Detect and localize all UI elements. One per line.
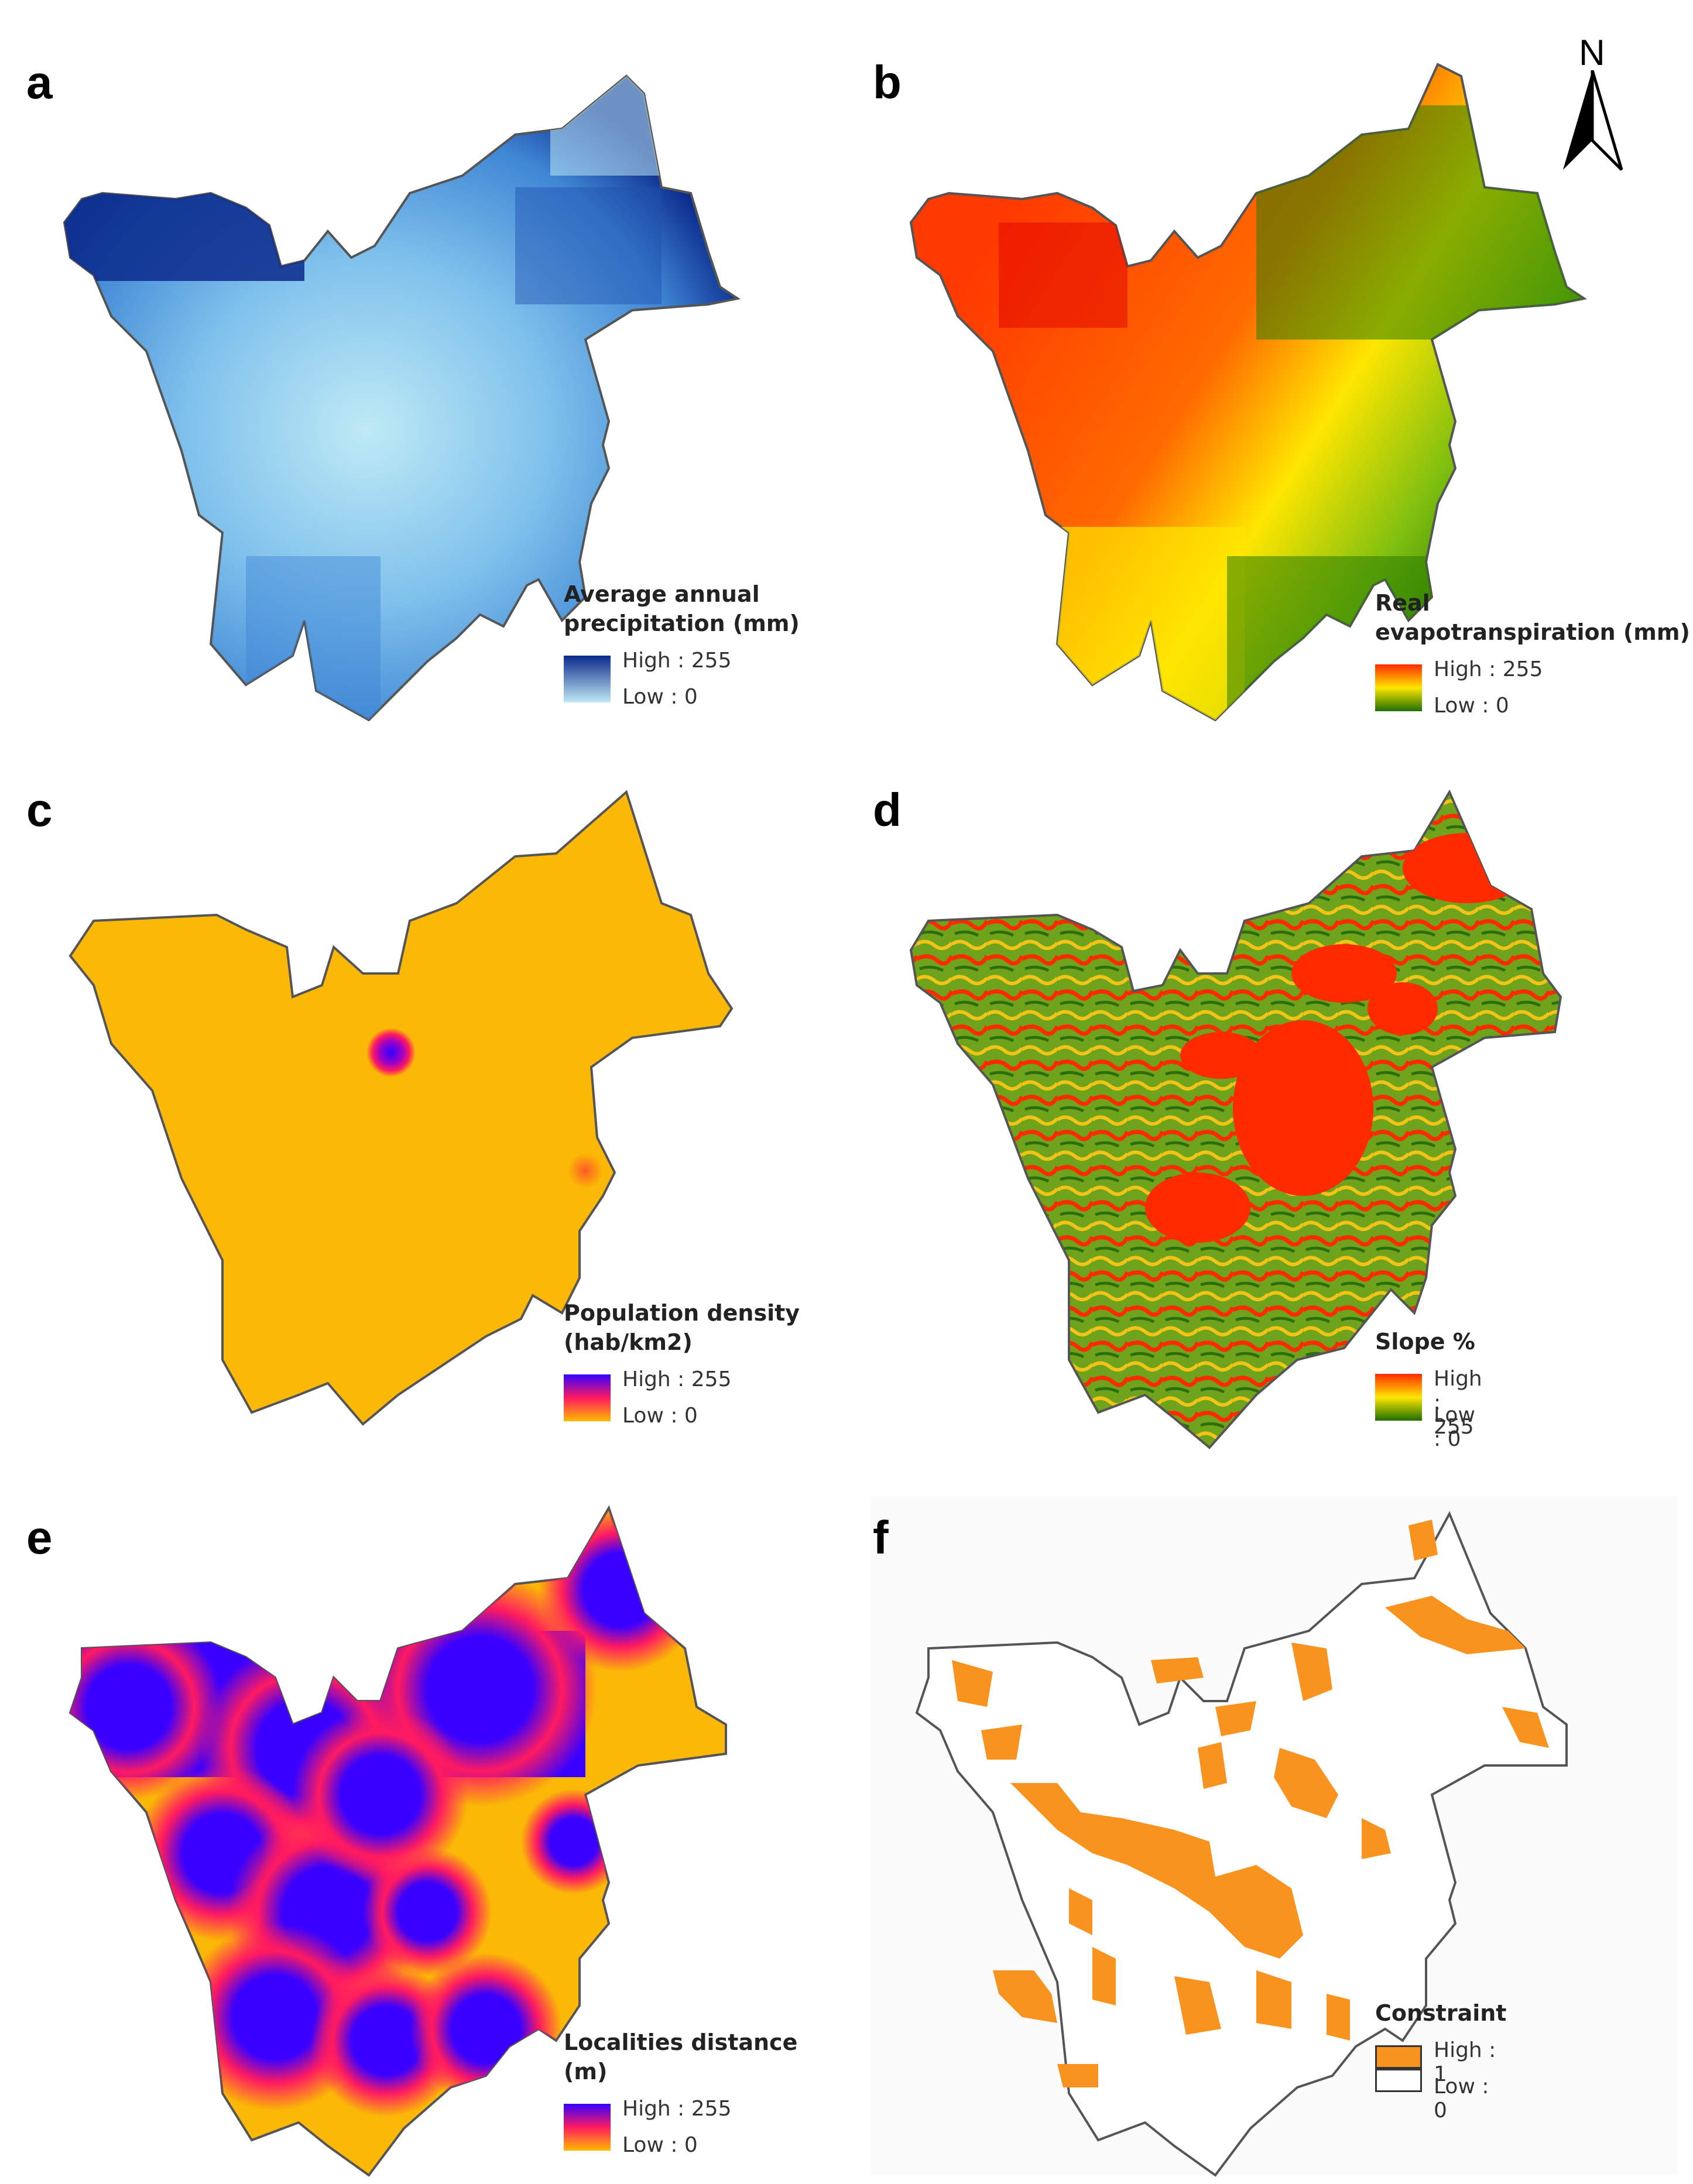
- panel-letter-b: b: [873, 56, 902, 108]
- map-panel-c: c Population density (hab/km2) High : 25…: [0, 728, 846, 1455]
- legend-classes-f: High : 1 Low : 0: [1375, 2038, 1506, 2123]
- legend-title-b-line2: evapotranspiration (mm): [1375, 619, 1690, 645]
- legend-low-c: Low : 0: [622, 1404, 698, 1428]
- panel-letter-f: f: [873, 1511, 889, 1564]
- legend-title-c-line1: Population density: [564, 1300, 800, 1326]
- localities-distance-map: [68, 1505, 727, 2177]
- legend-low-b: Low : 0: [1434, 694, 1509, 718]
- legend-ramp-b: High : 255 Low : 0: [1375, 657, 1690, 722]
- panel-letter-a: a: [26, 56, 53, 108]
- map-panel-e: e Localities distance (m) High : 255 Low…: [0, 1455, 846, 2183]
- color-ramp-e: [564, 2104, 611, 2151]
- legend-title-c-line2: (hab/km2): [564, 1329, 693, 1355]
- panel-letter-d: d: [873, 784, 902, 836]
- panel-letter-c: c: [26, 784, 53, 836]
- legend-high-c: High : 255: [622, 1367, 732, 1391]
- legend-title-b-line1: Real: [1375, 590, 1430, 616]
- slope-map: [909, 789, 1562, 1449]
- color-ramp-b: [1375, 664, 1422, 711]
- legend-high-f: High : 1: [1434, 2038, 1496, 2086]
- north-arrow-icon: [1563, 70, 1623, 171]
- legend-e: Localities distance (m) High : 255 Low :…: [564, 2028, 846, 2161]
- constraint-map: [870, 1496, 1678, 2177]
- legend-high-a: High : 255: [622, 649, 732, 673]
- legend-b: Real evapotranspiration (mm) High : 255 …: [1375, 588, 1690, 722]
- map-panel-a: a Average annual precipitation (mm) High…: [0, 0, 846, 728]
- legend-low-a: Low : 0: [622, 685, 698, 709]
- panel-letter-e: e: [26, 1511, 53, 1564]
- legend-d: Slope % High : 255 Low : 0: [1375, 1327, 1482, 1451]
- legend-ramp-d: High : 255 Low : 0: [1375, 1367, 1482, 1451]
- legend-high-b: High : 255: [1434, 657, 1543, 681]
- map-panel-d: d Slope % High : 255 Low : 0: [846, 728, 1693, 1455]
- legend-ramp-a: High : 255 Low : 0: [564, 649, 800, 713]
- legend-high-d: High : 255: [1434, 1367, 1482, 1439]
- legend-swatch-high-f: [1375, 2045, 1422, 2069]
- legend-high-e: High : 255: [622, 2097, 732, 2121]
- legend-title-a-line2: precipitation (mm): [564, 611, 800, 636]
- map-panel-f: f Constraint High : 1 Low : 0: [846, 1455, 1693, 2183]
- legend-title-f: Constraint: [1375, 2000, 1507, 2026]
- legend-title-e: Localities distance (m): [564, 2029, 798, 2084]
- color-ramp-c: [564, 1374, 611, 1421]
- population-density-map: [68, 790, 734, 1426]
- legend-f: Constraint High : 1 Low : 0: [1375, 1998, 1507, 2123]
- legend-title-a-line1: Average annual: [564, 581, 760, 607]
- legend-title-d: Slope %: [1375, 1329, 1475, 1355]
- legend-ramp-e: High : 255 Low : 0: [564, 2097, 846, 2161]
- legend-low-d: Low : 0: [1434, 1403, 1475, 1451]
- legend-a: Average annual precipitation (mm) High :…: [564, 580, 800, 713]
- legend-low-f: Low : 0: [1434, 2075, 1489, 2123]
- precipitation-map: [63, 74, 741, 722]
- evapotranspiration-map: [909, 63, 1588, 722]
- legend-swatch-low-f: [1375, 2069, 1422, 2092]
- color-ramp-a: [564, 656, 611, 702]
- north-arrow-label: N: [1579, 33, 1605, 73]
- legend-low-e: Low : 0: [622, 2133, 698, 2157]
- map-panel-b: b Real evapotranspiration (mm) High : 25…: [846, 0, 1693, 728]
- color-ramp-d: [1375, 1374, 1422, 1421]
- legend-ramp-c: High : 255 Low : 0: [564, 1367, 800, 1432]
- legend-c: Population density (hab/km2) High : 255 …: [564, 1298, 800, 1432]
